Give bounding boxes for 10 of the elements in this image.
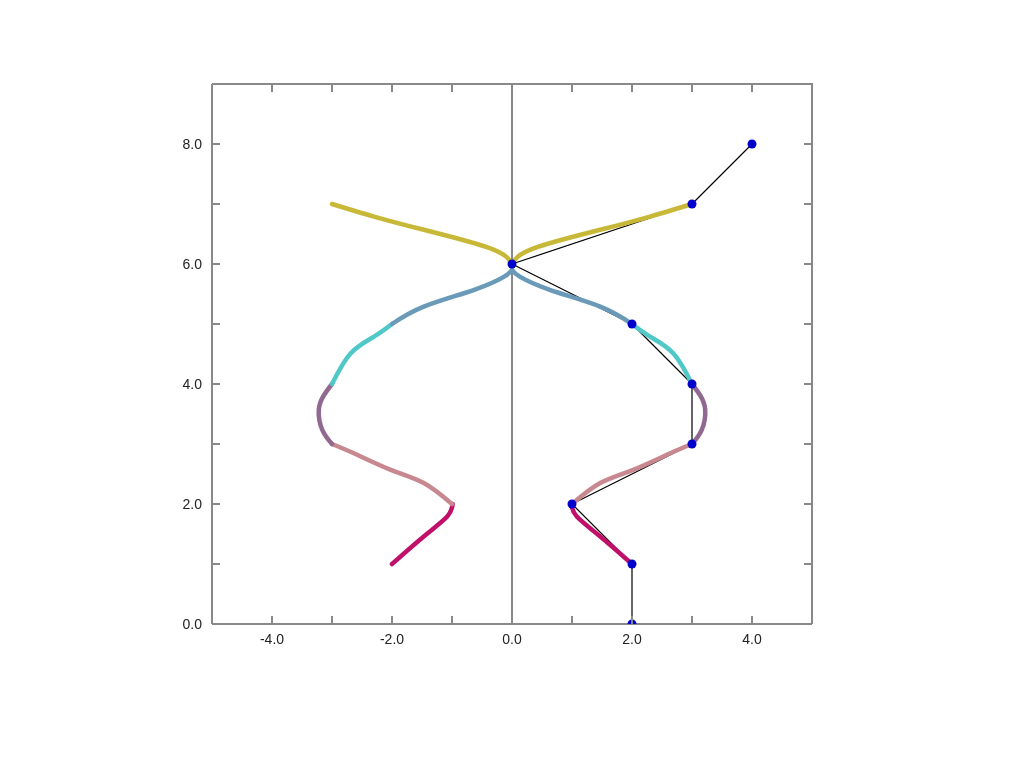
y-tick-label: 0.0 bbox=[182, 616, 203, 632]
x-tick-label: 0.0 bbox=[502, 631, 522, 647]
y-tick-label: 8.0 bbox=[182, 136, 203, 152]
y-tick-label: 2.0 bbox=[182, 496, 203, 512]
x-tick-label: -2.0 bbox=[379, 631, 405, 647]
x-tick-label: 4.0 bbox=[742, 631, 762, 647]
x-tick-label: -4.0 bbox=[259, 631, 285, 647]
y-tick-label: 6.0 bbox=[182, 256, 203, 272]
y-tick-label: 4.0 bbox=[182, 376, 203, 392]
x-tick-label: 2.0 bbox=[622, 631, 642, 647]
